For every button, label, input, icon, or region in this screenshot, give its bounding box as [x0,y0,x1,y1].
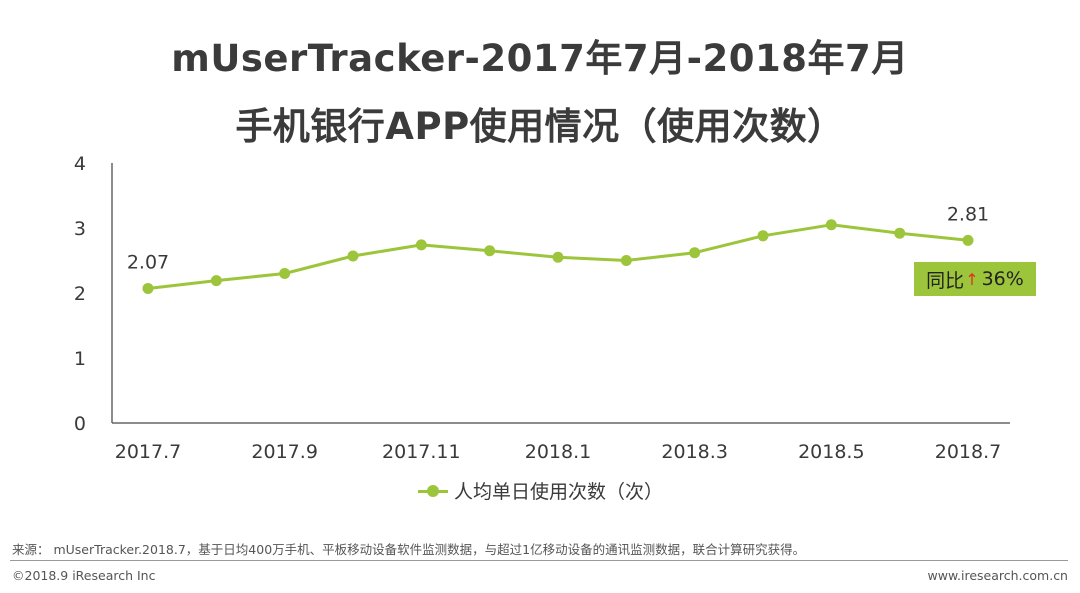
yoy-growth-badge: 同比 ↑ 36% [914,262,1036,296]
data-label: 2.07 [127,251,169,273]
data-point [484,245,496,257]
copyright: ©2018.9 iResearch Inc [12,568,156,583]
legend-line-marker-icon [418,484,448,498]
footer-divider [10,560,1068,561]
data-point [552,251,564,263]
yoy-label: 同比 [926,269,965,292]
data-point [415,239,427,251]
y-tick-label: 3 [74,218,86,240]
data-point [757,230,769,242]
x-tick-label: 2018.1 [525,441,591,463]
line-chart: 0 1 2 3 4 2017.7 2017.9 2017.11 2018.1 2018.3 2018… [74,153,1010,463]
source-note: 来源： mUserTracker.2018.7，基于日均400万手机、平板移动设… [12,542,806,557]
data-point [894,227,906,239]
data-point [825,219,837,231]
x-tick-label: 2017.7 [115,441,181,463]
y-tick-label: 1 [74,348,86,370]
chart-legend: 人均单日使用次数（次） [418,477,663,504]
legend-label: 人均单日使用次数（次） [454,481,664,503]
data-point [962,234,974,246]
x-tick-label: 2018.7 [935,441,1001,463]
chart-title-line1: mUserTracker-2017年7月-2018年7月 [171,37,909,80]
data-label: 2.81 [947,203,989,225]
data-point [620,255,632,266]
x-tick-label: 2018.5 [798,441,864,463]
data-point [142,282,154,294]
y-tick-label: 0 [74,413,86,435]
x-tick-label: 2017.9 [251,441,317,463]
data-point [210,275,222,287]
x-tick-label: 2017.11 [382,441,461,463]
data-point [279,268,291,279]
chart-title-line2: 手机银行APP使用情况（使用次数） [235,105,845,148]
yoy-value: 36% [981,268,1024,290]
y-tick-label: 4 [74,153,86,175]
data-point [347,250,359,262]
up-arrow-icon: ↑ [965,269,979,289]
data-point [689,247,701,259]
website-link[interactable]: www.iresearch.com.cn [927,568,1069,583]
y-tick-label: 2 [74,283,86,305]
x-tick-label: 2018.3 [661,441,727,463]
